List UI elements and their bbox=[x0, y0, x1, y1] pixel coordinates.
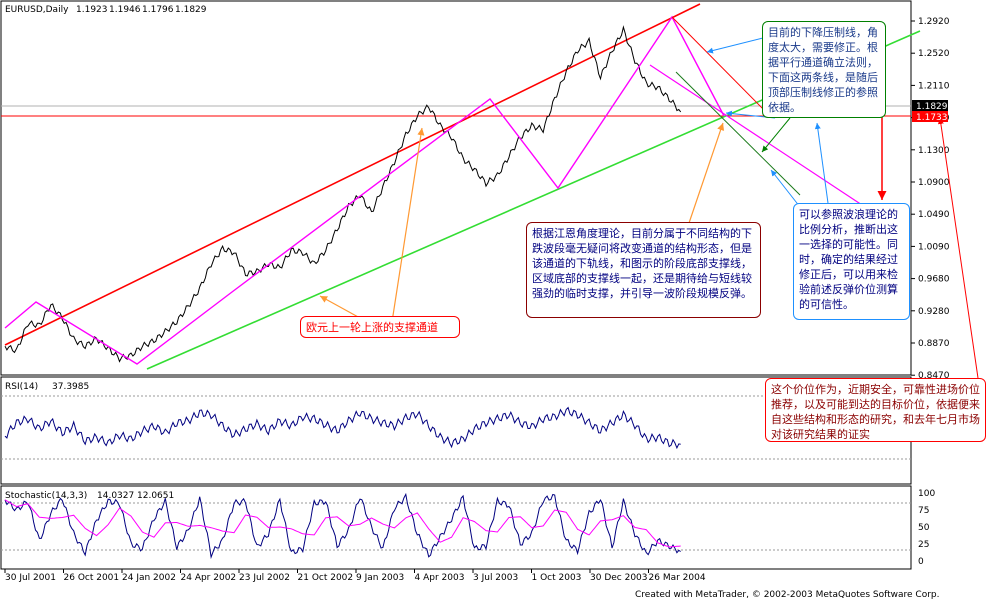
x-tick-label: 1 Oct 2003 bbox=[532, 573, 582, 583]
x-tick-label: 4 Apr 2003 bbox=[415, 573, 465, 583]
x-tick-label: 9 Jan 2003 bbox=[356, 573, 404, 583]
stochastic-title: Stochastic(14,3,3) bbox=[5, 491, 87, 501]
ohlc-close: 1.1829 bbox=[175, 5, 207, 15]
rsi-title: RSI(14) bbox=[5, 382, 38, 392]
time-x-axis: 30 Jul 2001 26 Oct 2001 24 Jan 2002 24 Apr … bbox=[4, 569, 706, 583]
ohlc-high: 1.1946 bbox=[109, 5, 141, 15]
price-y-tick-label: 1.2520 bbox=[918, 49, 950, 59]
price-y-tick-label: 1.0900 bbox=[918, 178, 950, 188]
downtrend-line-parallel bbox=[649, 64, 863, 206]
stochastic-y-tick-label: 100 bbox=[918, 489, 935, 499]
arrow-red-up bbox=[937, 117, 979, 379]
chart-title: EURUSD,Daily bbox=[5, 5, 69, 15]
price-y-tick-label: 1.0490 bbox=[918, 210, 950, 220]
price-y-tick-label: 1.2920 bbox=[918, 17, 950, 27]
price-y-tick-label: 0.9280 bbox=[918, 307, 950, 317]
note-right-mid: 可以参照波浪理论的比例分析，推断出这一选择的可能性。同时，确定的结果经过修正后，… bbox=[793, 203, 910, 320]
arrow-orange-1 bbox=[391, 127, 425, 323]
arrow-blue-4 bbox=[770, 169, 801, 208]
ohlc-low: 1.1796 bbox=[142, 5, 174, 15]
price-y-tick-label: 1.1300 bbox=[918, 146, 950, 156]
arrow-green bbox=[761, 117, 791, 153]
price-y-tick-label: 1.0090 bbox=[918, 242, 950, 252]
x-tick-label: 30 Jul 2001 bbox=[5, 573, 56, 583]
rsi-series-line bbox=[4, 406, 681, 450]
downtrend-line-dark bbox=[675, 71, 801, 196]
rsi-value: 37.3985 bbox=[52, 382, 89, 392]
price-y-axis: 1.29201.25201.21101.17001.13001.09001.04… bbox=[911, 17, 950, 381]
price-y-tick-label: 0.9680 bbox=[918, 275, 950, 285]
x-tick-label: 24 Jan 2002 bbox=[122, 573, 176, 583]
price-tag-current: 1.1829 bbox=[916, 102, 948, 112]
downtrend-line-upper bbox=[671, 16, 771, 117]
price-y-tick-label: 0.8470 bbox=[918, 371, 950, 381]
stochastic-y-tick-label: 50 bbox=[918, 523, 930, 533]
price-tag-red-box bbox=[912, 111, 948, 122]
x-tick-label: 26 Oct 2001 bbox=[64, 573, 120, 583]
note-bottom-left: 欧元上一轮上涨的支撑通道 bbox=[300, 316, 460, 338]
arrow-blue-3 bbox=[814, 122, 829, 204]
x-tick-label: 30 Dec 2003 bbox=[590, 573, 648, 583]
ohlc-open: 1.1923 bbox=[76, 5, 108, 15]
price-tag-red: 1.1733 bbox=[916, 113, 948, 123]
price-y-tick-label: 1.2110 bbox=[918, 81, 950, 91]
x-tick-label: 21 Oct 2002 bbox=[298, 573, 354, 583]
stochastic-y-axis: 100 75 50 25 0 bbox=[918, 489, 935, 567]
x-tick-label: 23 Jul 2002 bbox=[239, 573, 290, 583]
stochastic-value-main: 14.0327 bbox=[97, 491, 134, 501]
stochastic-y-tick-label: 0 bbox=[918, 557, 924, 567]
price-series-line bbox=[4, 25, 682, 363]
price-y-tick-label: 0.8870 bbox=[918, 339, 950, 349]
x-tick-label: 24 Apr 2002 bbox=[181, 573, 237, 583]
note-center: 根据江恩角度理论，目前分属于不同结构的下跌波段毫无疑问将改变通道的结构形态，但是… bbox=[526, 222, 761, 318]
arrow-orange-3 bbox=[687, 122, 725, 227]
note-bottom-right: 这个价位作为，近期安全，可靠性进场价位推荐，以及可能到达的目标价位，依据便来自这… bbox=[765, 378, 986, 442]
x-tick-label: 3 Jul 2003 bbox=[473, 573, 518, 583]
price-panel-frame bbox=[0, 0, 912, 376]
stochastic-main-line bbox=[4, 492, 681, 560]
price-tag-current-box bbox=[912, 100, 948, 111]
stochastic-panel-frame bbox=[0, 485, 912, 570]
channel-top-line bbox=[4, 3, 701, 346]
wave-pattern-lines bbox=[4, 15, 725, 365]
arrow-orange-2 bbox=[319, 295, 361, 319]
stochastic-signal-line bbox=[4, 499, 681, 548]
arrow-blue-1 bbox=[706, 37, 764, 54]
x-tick-label: 26 Mar 2004 bbox=[649, 573, 706, 583]
stochastic-y-tick-label: 75 bbox=[918, 506, 929, 516]
note-top-right: 目前的下降压制线，角度太大，需要修正。根据平行通道确立法则，下面这两条线，是随后… bbox=[762, 21, 886, 118]
stochastic-y-tick-label: 25 bbox=[918, 540, 929, 550]
credit-line: Created with MetaTrader, © 2002-2003 Met… bbox=[635, 590, 940, 600]
stochastic-value-signal: 12.0651 bbox=[137, 491, 174, 501]
